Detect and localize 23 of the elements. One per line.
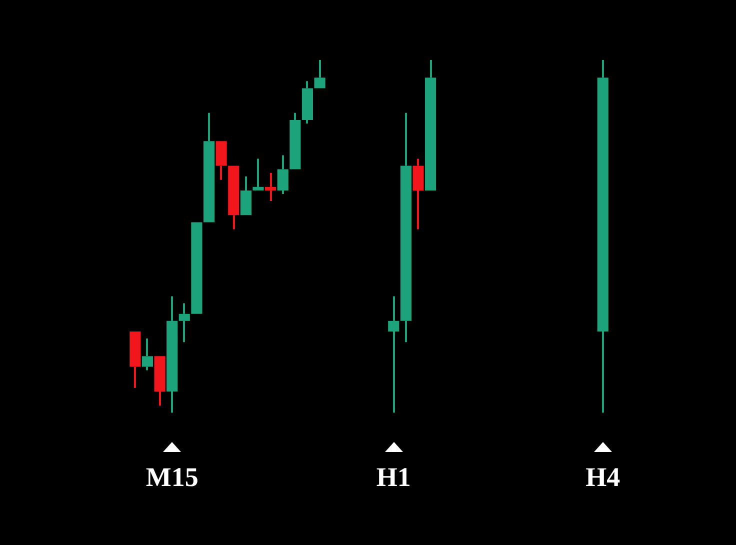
candlestick	[425, 59, 436, 190]
x-tick-label: H1	[376, 462, 411, 492]
candlestick	[302, 80, 313, 124]
x-tick-label: M15	[146, 462, 198, 492]
candlestick	[265, 172, 276, 202]
candlestick	[216, 141, 227, 181]
candlestick	[277, 154, 288, 195]
candlestick	[400, 112, 412, 344]
candlestick	[178, 302, 190, 344]
candlestick	[166, 295, 178, 414]
candlestick	[290, 112, 301, 170]
x-tick-label: H4	[586, 462, 620, 492]
candlestick	[314, 59, 326, 88]
candlestick	[130, 332, 141, 389]
candlestick	[412, 158, 424, 230]
candlestick	[252, 158, 264, 190]
candlestick	[388, 295, 400, 414]
candlestick	[142, 338, 153, 372]
candlestick	[240, 175, 252, 216]
candlestick	[597, 59, 608, 414]
candlestick	[154, 356, 166, 407]
candlestick	[228, 166, 240, 230]
candlestick	[203, 112, 215, 222]
